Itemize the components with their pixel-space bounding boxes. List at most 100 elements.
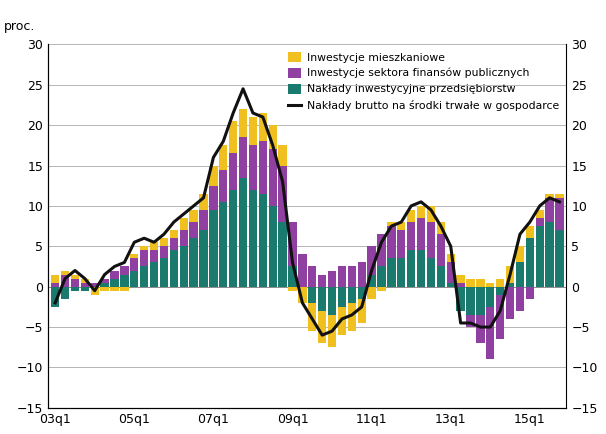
Bar bbox=[496, 295, 504, 339]
Bar bbox=[81, 279, 89, 283]
Bar bbox=[268, 149, 277, 206]
Bar bbox=[248, 190, 257, 287]
Bar bbox=[120, 275, 128, 287]
Bar bbox=[259, 141, 267, 194]
Bar bbox=[170, 238, 178, 250]
Bar bbox=[545, 222, 554, 287]
Bar bbox=[229, 121, 238, 153]
Bar bbox=[199, 194, 208, 210]
Bar bbox=[209, 186, 218, 210]
Bar bbox=[525, 238, 534, 287]
Bar bbox=[437, 234, 445, 266]
Bar bbox=[278, 165, 287, 222]
Bar bbox=[555, 194, 564, 198]
Bar bbox=[298, 254, 307, 287]
Bar bbox=[486, 307, 494, 359]
Bar bbox=[239, 137, 247, 178]
Bar bbox=[358, 263, 366, 287]
Bar bbox=[447, 263, 455, 283]
Bar bbox=[407, 250, 415, 287]
Bar bbox=[506, 287, 514, 319]
Bar bbox=[140, 266, 148, 287]
Bar bbox=[417, 218, 425, 250]
Bar bbox=[120, 266, 128, 275]
Bar bbox=[110, 287, 119, 291]
Bar bbox=[397, 230, 405, 258]
Bar bbox=[506, 283, 514, 287]
Bar bbox=[209, 210, 218, 287]
Bar bbox=[130, 254, 139, 258]
Bar bbox=[239, 109, 247, 137]
Bar bbox=[476, 279, 485, 287]
Bar bbox=[248, 117, 257, 145]
Bar bbox=[536, 226, 544, 287]
Bar bbox=[378, 287, 385, 291]
Bar bbox=[417, 206, 425, 218]
Bar bbox=[525, 287, 534, 299]
Bar bbox=[259, 194, 267, 287]
Bar bbox=[486, 283, 494, 287]
Bar bbox=[81, 287, 89, 291]
Bar bbox=[190, 210, 198, 222]
Bar bbox=[190, 222, 198, 238]
Bar bbox=[456, 283, 465, 287]
Bar bbox=[437, 266, 445, 287]
Legend: Inwestycje mieszkaniowe, Inwestycje sektora finansów publicznych, Nakłady inwest: Inwestycje mieszkaniowe, Inwestycje sekt… bbox=[286, 50, 561, 113]
Bar bbox=[51, 283, 59, 287]
Bar bbox=[378, 234, 385, 266]
Bar bbox=[525, 226, 534, 238]
Bar bbox=[288, 266, 297, 287]
Bar bbox=[338, 266, 346, 287]
Bar bbox=[160, 246, 168, 258]
Bar bbox=[378, 266, 385, 287]
Bar bbox=[150, 242, 158, 250]
Bar bbox=[367, 246, 376, 275]
Bar bbox=[81, 283, 89, 287]
Bar bbox=[555, 198, 564, 230]
Bar bbox=[219, 170, 227, 202]
Bar bbox=[110, 270, 119, 279]
Bar bbox=[219, 202, 227, 287]
Bar bbox=[328, 315, 336, 347]
Bar bbox=[150, 263, 158, 287]
Bar bbox=[101, 279, 109, 283]
Bar bbox=[308, 287, 316, 303]
Bar bbox=[160, 258, 168, 287]
Bar bbox=[516, 263, 524, 287]
Bar bbox=[209, 165, 218, 186]
Bar bbox=[308, 266, 316, 287]
Bar bbox=[466, 287, 474, 315]
Bar bbox=[199, 230, 208, 287]
Bar bbox=[397, 222, 405, 230]
Bar bbox=[338, 287, 346, 307]
Bar bbox=[437, 222, 445, 234]
Bar bbox=[328, 287, 336, 315]
Bar bbox=[219, 145, 227, 170]
Bar bbox=[367, 287, 376, 299]
Bar bbox=[536, 210, 544, 218]
Bar bbox=[466, 315, 474, 327]
Bar bbox=[545, 194, 554, 198]
Bar bbox=[130, 258, 139, 270]
Bar bbox=[397, 258, 405, 287]
Bar bbox=[268, 125, 277, 149]
Bar bbox=[61, 287, 69, 299]
Bar bbox=[338, 307, 346, 335]
Bar bbox=[555, 230, 564, 287]
Bar bbox=[190, 238, 198, 287]
Bar bbox=[90, 283, 99, 287]
Bar bbox=[456, 287, 465, 311]
Bar bbox=[140, 246, 148, 250]
Bar bbox=[318, 311, 327, 343]
Bar bbox=[476, 315, 485, 343]
Bar bbox=[318, 287, 327, 311]
Bar bbox=[456, 275, 465, 283]
Bar bbox=[160, 238, 168, 246]
Bar bbox=[427, 222, 435, 258]
Bar bbox=[506, 266, 514, 283]
Bar bbox=[268, 206, 277, 287]
Bar bbox=[120, 287, 128, 291]
Bar bbox=[387, 258, 396, 287]
Bar bbox=[179, 230, 188, 246]
Bar bbox=[51, 287, 59, 307]
